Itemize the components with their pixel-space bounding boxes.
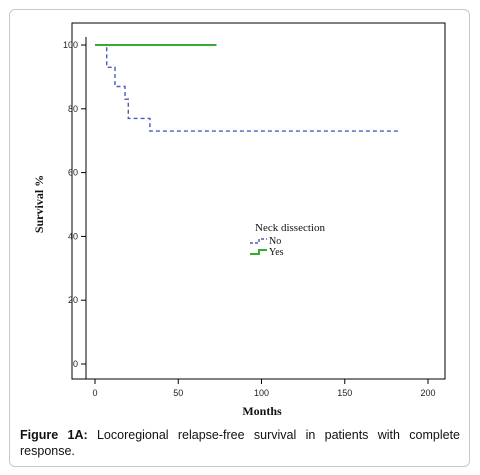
- y-tick-label: 40: [68, 231, 78, 241]
- x-tick-label: 50: [173, 388, 183, 398]
- x-tick-label: 150: [337, 388, 352, 398]
- series-layer: [95, 44, 398, 132]
- legend-label-yes: Yes: [269, 247, 284, 258]
- x-tick-label: 200: [420, 388, 435, 398]
- y-tick-label: 80: [68, 104, 78, 114]
- figure-caption: Figure 1A: Locoregional relapse-free sur…: [20, 427, 460, 459]
- y-tick-label: 100: [63, 40, 78, 50]
- legend-title: Neck dissection: [255, 222, 325, 234]
- legend-swatch-yes: [250, 249, 267, 255]
- legend-swatch-no: [250, 238, 267, 244]
- x-tick-label: 100: [254, 388, 269, 398]
- caption-label: Figure 1A:: [20, 428, 88, 442]
- y-axis-title: Survival %: [32, 175, 46, 233]
- legend-label-no: No: [269, 236, 281, 247]
- y-tick-label: 20: [68, 295, 78, 305]
- y-tick-label: 60: [68, 168, 78, 178]
- km-chart: 0 50 100 150 200 0 20 40 60 80 100 Months Surviva…: [32, 22, 446, 418]
- y-tick-label: 0: [73, 359, 78, 369]
- y-ticks: 0 20 40 60 80 100: [63, 40, 86, 369]
- plot-area: [71, 22, 446, 380]
- caption-text: Locoregional relapse-free survival in pa…: [20, 428, 460, 458]
- series-line-no: [95, 44, 398, 132]
- x-axis-title: Months: [242, 404, 282, 418]
- x-tick-label: 0: [92, 388, 97, 398]
- x-ticks: 0 50 100 150 200: [92, 379, 436, 398]
